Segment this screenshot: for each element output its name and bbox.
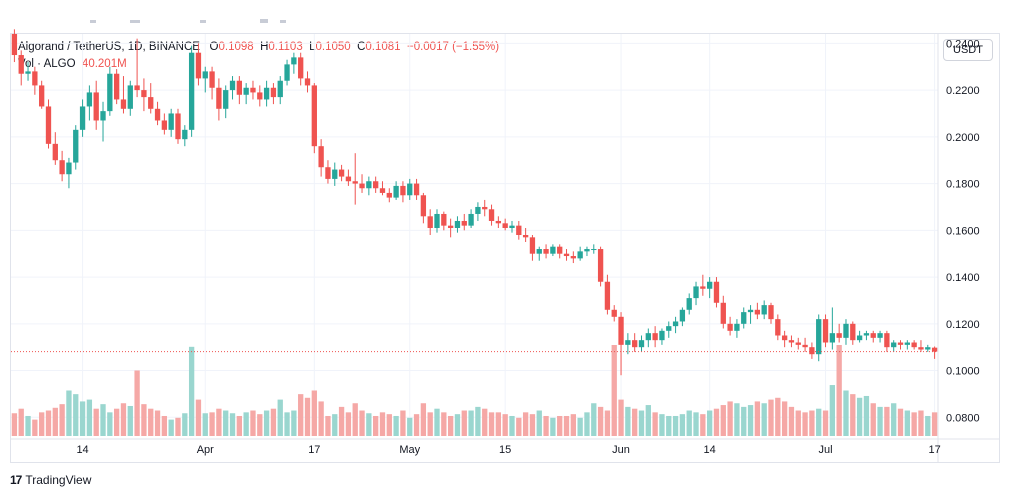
currency-button[interactable]: USDT (943, 39, 993, 61)
change-value: −0.0017 (−1.55%) (406, 41, 500, 53)
low-value: 0.1050 (315, 41, 351, 53)
high-value: 0.1103 (268, 41, 303, 53)
close-label: C (357, 41, 366, 53)
symbol-title[interactable]: Algorand / TetherUS, 1D, BINANCE (18, 41, 200, 53)
tradingview-logo-icon: 17 (10, 473, 22, 487)
ohlc-header: Algorand / TetherUS, 1D, BINANCE O0.1098… (18, 41, 499, 53)
cropped-top-text (90, 19, 286, 23)
tradingview-brand[interactable]: 17 TradingView (10, 473, 91, 487)
open-label: O (209, 41, 219, 53)
volume-header: Vol · ALGO 40.201M (18, 58, 127, 70)
close-value: 0.1081 (365, 41, 401, 53)
brand-name: TradingView (25, 473, 92, 487)
high-label: H (260, 41, 269, 53)
chart-frame (10, 33, 1000, 463)
volume-label[interactable]: Vol · ALGO (18, 58, 76, 70)
volume-value: 40.201M (81, 58, 127, 70)
open-value: 0.1098 (218, 41, 254, 53)
low-label: L (309, 41, 316, 53)
